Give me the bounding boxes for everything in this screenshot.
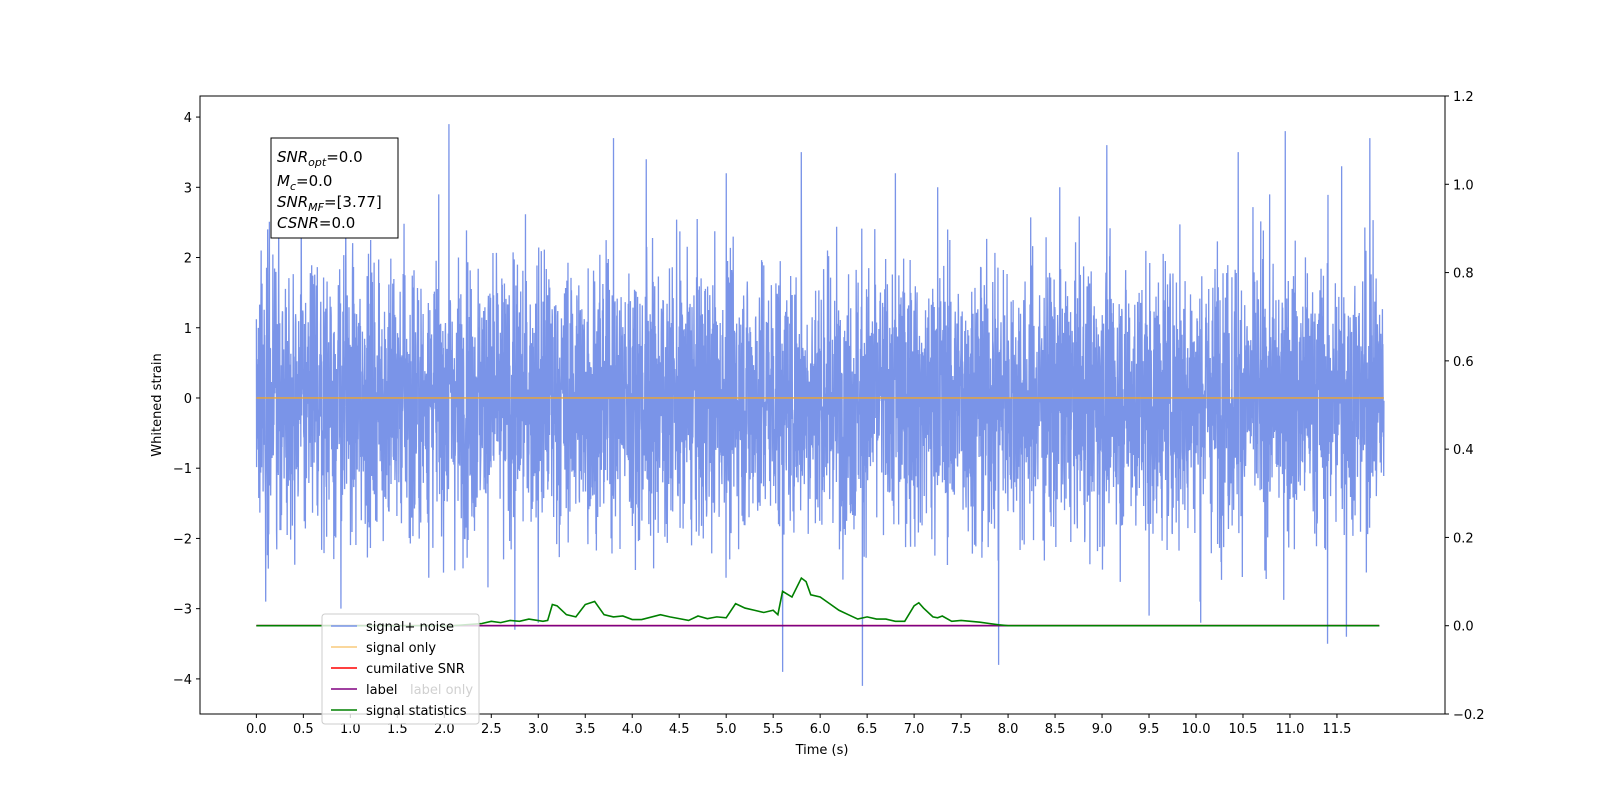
legend-item-signal-statistics: signal statistics — [331, 704, 467, 719]
y-tick-label: −2 — [173, 532, 192, 547]
x-tick-label: 9.0 — [1092, 722, 1113, 737]
y2-tick-label: 1.0 — [1453, 178, 1474, 193]
series-signal-noise-line — [255, 124, 1385, 686]
x-tick-label: 10.5 — [1229, 722, 1258, 737]
y-axis-left: 4 3 2 1 0 −1 −2 −3 −4 — [173, 111, 200, 688]
plot-area-frame — [199, 95, 1446, 715]
x-tick-label: 4.0 — [622, 722, 643, 737]
y-axis-label: Whitened strain — [150, 353, 165, 456]
y2-tick-label: 1.2 — [1453, 90, 1474, 105]
legend-item-signal-noise: signal+ noise — [331, 620, 454, 635]
x-tick-label: 3.0 — [528, 722, 549, 737]
x-tick-label: 0.5 — [293, 722, 314, 737]
legend-faded-label-only: label only — [410, 683, 473, 698]
series-signal-statistics-line — [256, 576, 1380, 627]
y2-tick-label: 0.4 — [1453, 443, 1474, 458]
y2-tick-label: 0.6 — [1453, 355, 1474, 370]
x-tick-label: 7.0 — [904, 722, 925, 737]
legend-item-cumulative-snr: cumilative SNR — [331, 662, 465, 677]
y-tick-label: −3 — [173, 603, 192, 618]
x-tick-label: 2.0 — [434, 722, 455, 737]
y-tick-label: 0 — [184, 392, 192, 407]
x-tick-label: 11.0 — [1275, 722, 1304, 737]
x-tick-label: 8.0 — [998, 722, 1019, 737]
svg-text:signal statistics: signal statistics — [366, 704, 467, 719]
y-tick-label: 3 — [184, 181, 192, 196]
legend-box — [321, 613, 480, 725]
x-tick-label: 10.0 — [1182, 722, 1211, 737]
y2-tick-label: 0.2 — [1453, 531, 1474, 546]
x-tick-label: 2.5 — [481, 722, 502, 737]
x-tick-label: 5.0 — [716, 722, 737, 737]
x-tick-label: 5.5 — [763, 722, 784, 737]
legend-item-signal-only: signal only — [331, 641, 436, 656]
y-tick-label: −1 — [173, 462, 192, 477]
x-tick-label: 6.0 — [810, 722, 831, 737]
snr-opt-annotation: SNRopt=0.0 — [277, 148, 363, 169]
csnr-annotation: CSNR=0.0 — [277, 214, 355, 232]
svg-text:signal+ noise: signal+ noise — [366, 620, 454, 635]
y2-tick-label: 0.8 — [1453, 267, 1474, 282]
legend: signal+ noise signal only cumilative SNR… — [321, 613, 480, 725]
x-axis-label: Time (s) — [795, 743, 849, 758]
svg-text:cumilative SNR: cumilative SNR — [366, 662, 465, 677]
svg-text:signal only: signal only — [366, 641, 436, 656]
y-tick-label: 2 — [184, 252, 192, 267]
snr-mf-annotation: SNRMF=[3.77] — [277, 193, 382, 214]
x-tick-label: 0.0 — [246, 722, 267, 737]
x-axis: 0.0 0.5 1.0 1.5 2.0 2.5 3.0 3.5 4.0 4.5 5.0 5.5 6.0 6… — [246, 714, 1351, 737]
y-tick-label: −4 — [173, 673, 192, 688]
y2-tick-label: −0.2 — [1453, 708, 1485, 723]
x-tick-label: 8.5 — [1045, 722, 1066, 737]
y-tick-label: 4 — [184, 111, 192, 126]
x-tick-label: 6.5 — [857, 722, 878, 737]
x-tick-label: 4.5 — [669, 722, 690, 737]
x-tick-label: 7.5 — [951, 722, 972, 737]
mc-annotation: Mc=0.0 — [277, 172, 332, 193]
x-tick-label: 11.5 — [1322, 722, 1351, 737]
x-tick-label: 9.5 — [1139, 722, 1160, 737]
stats-annotation-box: SNRopt=0.0 Mc=0.0 SNRMF=[3.77] CSNR=0.0 — [270, 137, 399, 239]
y-tick-label: 1 — [184, 322, 192, 337]
y2-tick-label: 0.0 — [1453, 620, 1474, 635]
y-axis-right: 1.2 1.0 0.8 0.6 0.4 0.2 0.0 −0.2 — [1445, 90, 1485, 723]
svg-text:label: label — [366, 683, 397, 698]
legend-item-label: label only label — [331, 683, 473, 698]
x-tick-label: 1.5 — [387, 722, 408, 737]
x-tick-label: 3.5 — [575, 722, 596, 737]
x-tick-label: 1.0 — [340, 722, 361, 737]
